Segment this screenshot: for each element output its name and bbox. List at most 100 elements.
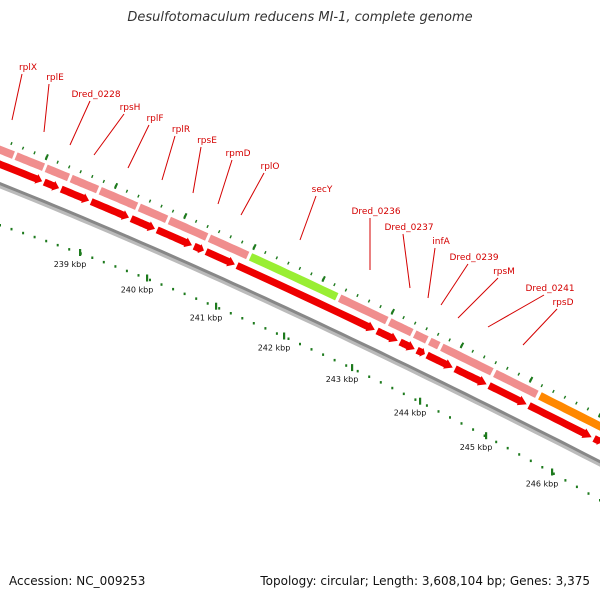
scale-dot bbox=[22, 231, 25, 235]
scale-dot bbox=[368, 375, 371, 378]
gene-label: rpmD bbox=[225, 149, 250, 159]
minor-tick bbox=[540, 383, 544, 388]
feature-box bbox=[166, 215, 210, 242]
feature-box bbox=[411, 329, 430, 345]
gene-label: rplX bbox=[19, 63, 37, 73]
gene-leader-line bbox=[161, 135, 176, 181]
scale-major-tick bbox=[485, 432, 488, 440]
gene-arrow bbox=[191, 241, 206, 255]
minor-tick bbox=[79, 170, 82, 174]
minor-tick bbox=[436, 332, 440, 337]
gene-label: rpsD bbox=[552, 298, 573, 308]
scale-dot bbox=[402, 392, 405, 396]
minor-tick bbox=[563, 395, 567, 399]
minor-tick bbox=[413, 321, 417, 325]
gene-label: Dred_0236 bbox=[351, 207, 400, 217]
backbone-line bbox=[0, 182, 600, 464]
gene-label: secY bbox=[312, 185, 333, 195]
minor-tick bbox=[482, 355, 486, 359]
minor-tick bbox=[67, 165, 71, 169]
scale-dot bbox=[575, 485, 578, 489]
scale-dot bbox=[310, 348, 313, 351]
gene-arrow bbox=[128, 214, 157, 233]
minor-tick bbox=[194, 219, 198, 223]
feature-box bbox=[536, 390, 600, 432]
gene-label: rplF bbox=[146, 114, 163, 124]
minor-tick bbox=[206, 224, 209, 229]
feature-box bbox=[97, 185, 140, 212]
scale-dot bbox=[252, 322, 255, 325]
gene-leader-line bbox=[457, 277, 499, 319]
minor-tick bbox=[575, 401, 578, 405]
feature-box bbox=[136, 202, 170, 225]
gene-arrow bbox=[424, 350, 455, 370]
minor-tick bbox=[56, 160, 59, 164]
minor-tick bbox=[10, 141, 13, 146]
scale-dot bbox=[379, 381, 382, 384]
scale-dot bbox=[149, 278, 151, 282]
gene-leader-line bbox=[43, 83, 50, 133]
gene-arrow bbox=[526, 401, 593, 439]
gene-label: Dred_0241 bbox=[525, 284, 574, 294]
major-tick bbox=[113, 182, 119, 190]
major-tick bbox=[390, 308, 396, 315]
scale-dot bbox=[506, 446, 509, 450]
scale-dot bbox=[241, 317, 244, 320]
scale-dot bbox=[91, 256, 94, 259]
minor-tick bbox=[310, 272, 313, 276]
minor-tick bbox=[298, 266, 302, 271]
scale-major-tick bbox=[551, 468, 554, 476]
feature-box bbox=[0, 144, 17, 161]
scale-dot bbox=[137, 274, 140, 277]
minor-tick bbox=[517, 372, 521, 376]
feature-box bbox=[426, 336, 442, 351]
minor-tick bbox=[586, 407, 590, 411]
scale-dot bbox=[195, 297, 198, 300]
gene-leader-line bbox=[522, 308, 558, 346]
scale-dot bbox=[218, 307, 221, 310]
gene-leader-line bbox=[427, 247, 436, 299]
feature-box bbox=[336, 293, 390, 326]
gene-arrow bbox=[58, 184, 91, 205]
major-tick bbox=[321, 275, 326, 283]
scale-dot bbox=[229, 312, 232, 315]
kbp-label: 244 kbp bbox=[394, 409, 427, 418]
scale-dot bbox=[299, 342, 301, 346]
scale-dot bbox=[56, 243, 59, 247]
feature-box bbox=[68, 173, 101, 195]
scale-dot bbox=[483, 434, 486, 437]
scale-major-tick bbox=[79, 249, 82, 256]
gene-leader-line bbox=[93, 113, 125, 156]
scale-dot bbox=[33, 235, 36, 239]
minor-tick bbox=[240, 240, 244, 244]
scale-dot bbox=[160, 283, 163, 286]
minor-tick bbox=[33, 151, 36, 155]
kbp-label: 241 kbp bbox=[190, 314, 223, 323]
feature-box bbox=[206, 233, 251, 261]
kbp-label: 240 kbp bbox=[121, 286, 154, 295]
scale-dot bbox=[264, 327, 267, 330]
major-tick bbox=[597, 412, 600, 418]
gene-leader-line bbox=[69, 100, 91, 146]
gene-arrow bbox=[486, 381, 528, 407]
gene-leader-line bbox=[11, 73, 23, 121]
scale-dot bbox=[45, 239, 48, 243]
scale-dot bbox=[125, 269, 128, 273]
scale-dot bbox=[472, 428, 475, 431]
gene-arrow bbox=[88, 197, 131, 221]
feature-box bbox=[43, 163, 72, 183]
scale-dot bbox=[322, 353, 325, 356]
gene-arrow bbox=[203, 247, 237, 268]
scale-dot bbox=[114, 265, 117, 268]
minor-tick bbox=[402, 315, 405, 320]
gene-label: rpsH bbox=[120, 103, 141, 113]
gene-leader-line bbox=[440, 263, 469, 306]
gene-leader-line bbox=[240, 172, 265, 216]
minor-tick bbox=[367, 299, 371, 303]
scale-dot bbox=[449, 416, 451, 419]
scale-dot bbox=[0, 224, 1, 227]
scale-dot bbox=[518, 453, 521, 456]
gene-label: rpsE bbox=[197, 136, 217, 146]
minor-tick bbox=[379, 304, 382, 309]
minor-tick bbox=[425, 327, 428, 331]
